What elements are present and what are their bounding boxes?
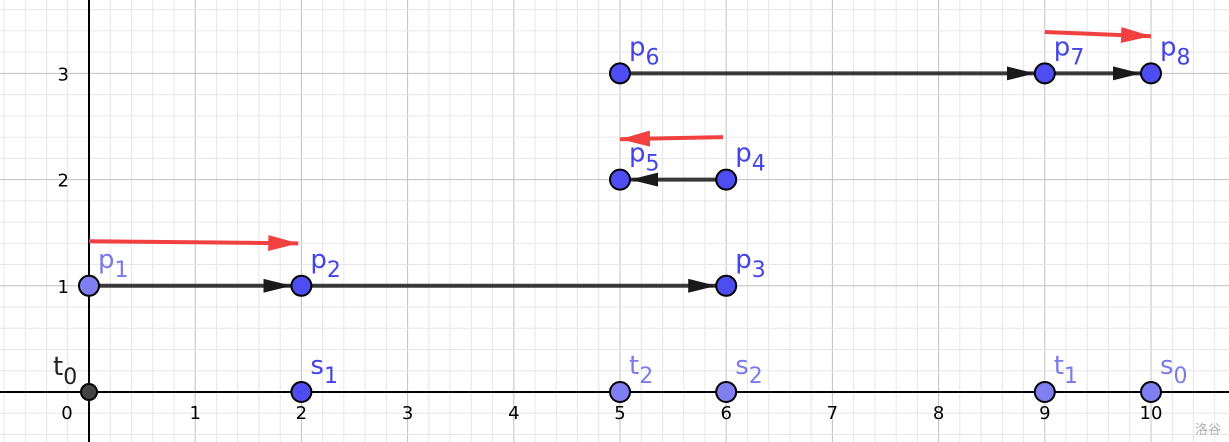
point-p3 xyxy=(715,274,738,297)
point-p6 xyxy=(609,62,631,85)
point-label-subscript: 4 xyxy=(752,152,766,177)
x-tick-label: 4 xyxy=(508,403,519,424)
point-label: s2 xyxy=(735,351,763,389)
y-tick-label: 2 xyxy=(58,171,69,192)
point-label-name: s xyxy=(310,351,324,381)
direction-arrow xyxy=(1044,27,1152,44)
point-t1 xyxy=(1033,381,1056,403)
point-label: t0 xyxy=(53,352,77,390)
point-p5 xyxy=(609,168,631,191)
point-label-subscript: 1 xyxy=(115,258,129,283)
point-label-name: p xyxy=(98,245,115,275)
point-label-subscript: 2 xyxy=(749,364,763,389)
point-label: p5 xyxy=(629,139,660,177)
point-label: p7 xyxy=(1054,32,1085,70)
point-label: p6 xyxy=(629,32,660,70)
x-tick-label: 10 xyxy=(1140,403,1163,424)
point-label: t1 xyxy=(1054,351,1078,389)
point-label-subscript: 2 xyxy=(639,364,653,389)
point-s1 xyxy=(290,381,313,403)
x-tick-label: 7 xyxy=(827,403,838,424)
x-tick-label: 2 xyxy=(296,403,307,424)
point-label: p3 xyxy=(735,245,766,283)
point-p1 xyxy=(78,274,100,297)
point-label-subscript: 8 xyxy=(1177,45,1191,70)
y-tick-label: 3 xyxy=(58,64,69,85)
x-tick-label: 1 xyxy=(189,403,200,424)
point-t0 xyxy=(80,383,98,401)
point-label-subscript: 1 xyxy=(324,364,338,389)
point-label-subscript: 0 xyxy=(63,365,77,390)
point-label-subscript: 3 xyxy=(752,258,766,283)
y-tick-label: 1 xyxy=(58,277,69,298)
point-label: p2 xyxy=(310,245,341,283)
point-label-subscript: 1 xyxy=(1064,364,1078,389)
x-tick-label: 9 xyxy=(1039,403,1050,424)
point-label: t2 xyxy=(629,351,653,389)
point-s0 xyxy=(1140,381,1162,403)
watermark-logo: 洛谷 xyxy=(1194,423,1221,438)
point-label: s0 xyxy=(1160,351,1188,389)
point-label-name: p xyxy=(735,245,752,275)
point-label-name: p xyxy=(310,245,327,275)
point-label-name: s xyxy=(735,351,749,381)
point-label-name: p xyxy=(1160,32,1177,62)
point-label: p8 xyxy=(1160,32,1191,70)
point-label-name: p xyxy=(1054,32,1071,62)
point-label-name: s xyxy=(1160,351,1174,381)
point-t2 xyxy=(609,381,631,403)
point-label-name: t xyxy=(1054,351,1064,381)
point-label-subscript: 2 xyxy=(327,258,341,283)
point-label: s1 xyxy=(310,351,338,389)
point-p8 xyxy=(1140,62,1162,85)
point-label-name: p xyxy=(735,139,752,169)
point-label-name: p xyxy=(629,32,646,62)
point-p2 xyxy=(290,274,313,297)
direction-arrow xyxy=(619,130,724,147)
x-tick-label: 6 xyxy=(720,403,731,424)
point-label-subscript: 5 xyxy=(646,152,660,177)
direction-arrow xyxy=(88,235,299,252)
point-label: p4 xyxy=(735,139,766,177)
point-s2 xyxy=(715,381,738,403)
point-label-name: t xyxy=(53,352,63,382)
point-p7 xyxy=(1033,62,1056,85)
point-p4 xyxy=(715,168,738,191)
point-label-name: t xyxy=(629,351,639,381)
point-label-subscript: 7 xyxy=(1070,45,1084,70)
x-tick-label: 5 xyxy=(614,403,625,424)
x-tick-label: 0 xyxy=(61,403,72,424)
point-label-subscript: 6 xyxy=(646,45,660,70)
x-tick-label: 8 xyxy=(933,403,944,424)
x-tick-label: 3 xyxy=(402,403,413,424)
point-label: p1 xyxy=(98,245,129,283)
point-label-name: p xyxy=(629,139,646,169)
point-label-subscript: 0 xyxy=(1174,364,1188,389)
